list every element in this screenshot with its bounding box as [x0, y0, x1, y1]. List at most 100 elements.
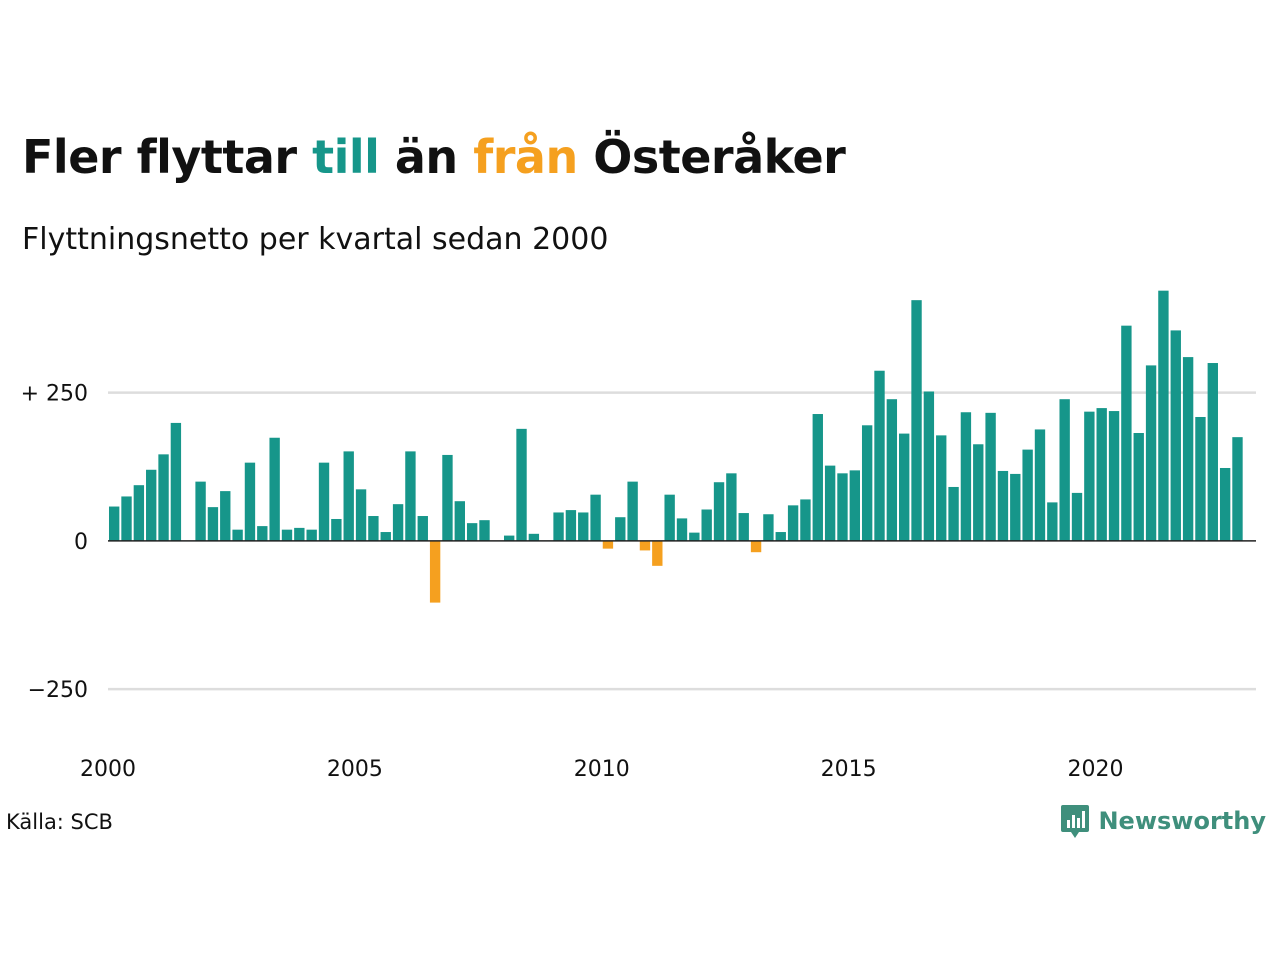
bar	[108, 506, 120, 541]
bar	[207, 507, 219, 541]
bar	[676, 518, 688, 541]
bar	[503, 535, 515, 541]
bar	[257, 526, 268, 541]
bar	[837, 473, 848, 541]
title-highlight-till: till	[312, 130, 380, 184]
bar	[1232, 437, 1243, 541]
bar	[689, 532, 700, 541]
x-tick-label: 2015	[821, 757, 877, 782]
x-tick-label: 2010	[574, 757, 630, 782]
bar	[923, 391, 935, 541]
bar	[997, 470, 1009, 541]
bar	[429, 540, 441, 603]
bar	[1121, 325, 1132, 541]
bar	[578, 512, 589, 541]
bar	[355, 489, 367, 541]
bar	[738, 513, 749, 541]
bar	[861, 425, 873, 541]
bar	[479, 520, 490, 541]
y-tick-label: 0	[74, 530, 88, 555]
bar	[454, 501, 465, 541]
bar	[824, 465, 836, 541]
bar	[318, 462, 330, 541]
bar	[405, 451, 416, 541]
bar	[1145, 365, 1157, 541]
bar	[244, 462, 256, 541]
brand-name: Newsworthy	[1098, 807, 1266, 835]
bar	[170, 422, 182, 541]
bar	[1084, 411, 1095, 541]
bar	[800, 499, 811, 541]
y-tick-label: −250	[28, 678, 88, 703]
title-part-3: Österåker	[577, 130, 846, 184]
title-part-1: Fler flyttar	[22, 130, 313, 184]
bar	[368, 516, 379, 541]
bar	[133, 485, 145, 541]
bar	[936, 435, 947, 541]
bar	[1071, 492, 1083, 541]
bar	[1182, 357, 1194, 541]
bar	[701, 509, 712, 541]
bar	[269, 437, 280, 541]
bar	[602, 540, 614, 549]
bar	[652, 540, 663, 566]
bar-series	[108, 290, 1243, 603]
bar	[1219, 467, 1231, 541]
chart-subtitle: Flyttningsnetto per kvartal sedan 2000	[22, 222, 609, 257]
x-tick-label: 2000	[80, 757, 136, 782]
bar	[195, 481, 206, 541]
bar	[121, 496, 132, 541]
bar	[1047, 502, 1058, 541]
axes: + 250 0 −250 2000 2005 2010 2015 2020	[21, 382, 1256, 782]
bar	[1010, 473, 1021, 541]
bar	[1096, 408, 1107, 541]
bar	[442, 454, 453, 541]
source-note: Källa: SCB	[6, 810, 113, 834]
bar	[750, 540, 762, 553]
bar-chart: + 250 0 −250 2000 2005 2010 2015 2020	[21, 290, 1256, 782]
title-highlight-fran: från	[473, 130, 578, 184]
x-tick-label: 2020	[1068, 757, 1124, 782]
bar-chart-speech-bubble-icon	[1061, 805, 1090, 838]
bar	[1158, 290, 1169, 541]
bar	[1207, 363, 1218, 541]
bar	[985, 412, 996, 541]
bar	[553, 512, 564, 541]
bar	[812, 414, 823, 541]
bar	[331, 518, 342, 541]
bar	[763, 514, 774, 541]
bar	[1195, 416, 1206, 541]
bar	[713, 482, 725, 541]
bar	[380, 532, 391, 541]
x-tick-label: 2005	[327, 757, 383, 782]
newsworthy-logo: Newsworthy	[1060, 803, 1266, 839]
bar	[1108, 411, 1120, 541]
bar	[874, 370, 885, 541]
bar	[664, 494, 675, 541]
bar	[306, 529, 317, 541]
bar	[1170, 330, 1181, 541]
bar	[899, 433, 910, 541]
bar	[1059, 399, 1070, 541]
y-tick-label: + 250	[21, 382, 88, 407]
title-part-2: än	[379, 130, 474, 184]
bar	[639, 540, 651, 551]
bar	[911, 300, 922, 541]
bar	[516, 428, 527, 541]
bar	[627, 481, 638, 541]
bar	[294, 527, 305, 541]
bar	[886, 399, 898, 541]
bar	[948, 486, 959, 541]
bar	[787, 505, 799, 541]
bar	[775, 532, 786, 541]
bar	[726, 473, 737, 541]
bar	[960, 412, 972, 541]
bar	[220, 491, 231, 541]
bar	[281, 529, 293, 541]
bar	[392, 504, 404, 541]
bar	[1022, 449, 1033, 541]
bar	[565, 510, 577, 541]
bar	[528, 533, 540, 541]
bar	[158, 454, 169, 541]
bar	[466, 523, 478, 541]
